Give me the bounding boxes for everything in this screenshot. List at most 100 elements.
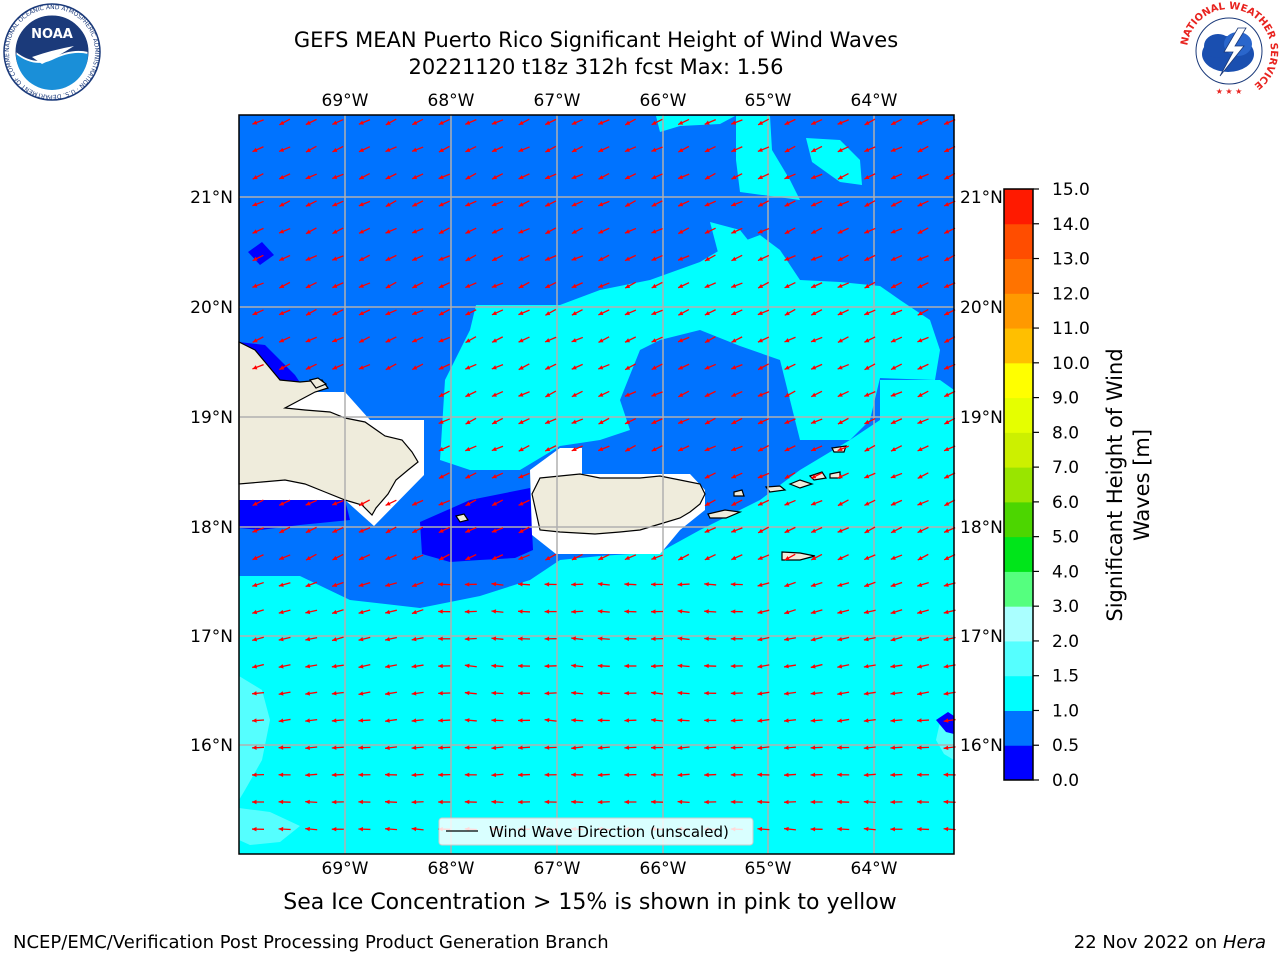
wind-wave-arrow — [917, 553, 929, 561]
wind-wave-arrow — [571, 445, 583, 452]
wind-wave-arrow — [385, 281, 397, 289]
footer-branch: NCEP/EMC/Verification Post Processing Pr… — [13, 932, 609, 953]
wind-wave-arrow — [943, 390, 956, 398]
wind-wave-arrow — [677, 145, 690, 153]
wind-wave-arrow — [358, 554, 371, 561]
colorbar-ticks: 15.0 14.0 13.0 12.0 11.0 10.0 9.0 8.0 7.0 6.0 5.0 4… — [1033, 180, 1090, 791]
wind-wave-arrow — [518, 281, 530, 289]
wind-wave-arrow — [784, 581, 796, 588]
wind-wave-arrow — [252, 499, 264, 507]
wind-wave-arrow — [517, 799, 531, 805]
wind-wave-arrow — [731, 336, 743, 343]
wind-wave-arrow — [571, 309, 583, 316]
map-grid — [239, 115, 954, 854]
wind-wave-arrow — [278, 691, 291, 696]
wind-wave-arrow — [517, 718, 531, 723]
wind-wave-arrow — [438, 445, 450, 452]
lat-label-left: 21°N — [190, 188, 233, 208]
wind-wave-arrow — [810, 118, 823, 126]
wind-wave-arrow — [704, 553, 716, 561]
wind-wave-arrow — [305, 308, 317, 316]
wind-wave-arrow — [704, 254, 716, 262]
wind-wave-arrow — [332, 145, 344, 153]
wind-wave-arrow — [890, 718, 903, 723]
wind-wave-arrow — [438, 173, 451, 180]
wind-wave-arrow — [464, 745, 477, 750]
wind-wave-arrow — [677, 418, 690, 425]
wind-wave-arrow — [465, 527, 477, 533]
wind-wave-arrow — [571, 582, 584, 587]
wind-wave-arrow — [252, 254, 264, 262]
wind-wave-arrow — [837, 336, 849, 343]
wind-wave-arrow — [783, 772, 797, 778]
map-frame — [238, 114, 955, 855]
wind-wave-arrow — [837, 472, 849, 479]
wind-wave-arrow — [837, 119, 850, 125]
wind-wave-arrow — [252, 663, 264, 669]
wind-wave-arrow — [784, 227, 796, 235]
wind-wave-arrow — [784, 418, 796, 425]
wind-wave-arrow — [890, 609, 903, 615]
wind-wave-arrow — [411, 309, 424, 316]
wind-wave-arrow — [491, 663, 504, 669]
lat-label-left: 16°N — [190, 736, 233, 756]
wind-wave-arrow — [757, 826, 770, 832]
wind-wave-arrow — [810, 772, 823, 778]
wind-wave-arrow — [385, 499, 397, 507]
wind-wave-arrow — [384, 745, 398, 750]
wind-wave-arrow — [677, 390, 690, 398]
wind-wave-arrow — [305, 772, 318, 778]
colorbar-band — [1004, 571, 1033, 607]
wind-wave-arrow — [358, 745, 371, 750]
wind-wave-arrow — [358, 254, 371, 262]
wind-wave-arrow — [332, 200, 344, 207]
wind-wave-arrow — [837, 173, 849, 180]
wind-wave-arrow — [411, 254, 424, 262]
wind-wave-arrow — [465, 254, 477, 262]
wind-wave-arrow — [331, 691, 344, 696]
wind-wave-arrow — [438, 636, 451, 641]
wind-wave-arrow — [890, 554, 903, 560]
wind-wave-arrow — [650, 663, 664, 669]
wind-wave-arrow — [757, 445, 770, 452]
wind-wave-arrow — [624, 146, 637, 153]
colorbar-label-line1: Significant Height of Wind — [1103, 348, 1127, 621]
wind-wave-arrow — [438, 227, 450, 235]
wind-wave-arrow — [518, 445, 530, 452]
wind-wave-arrow — [411, 691, 424, 696]
wind-wave-arrow — [252, 309, 264, 316]
wind-wave-arrow — [464, 799, 477, 805]
wind-wave-arrow — [384, 718, 398, 723]
wind-wave-arrow — [571, 663, 584, 669]
lon-label-bottom: 68°W — [428, 859, 475, 879]
wind-wave-arrow — [278, 526, 291, 534]
wind-wave-arrow — [464, 718, 477, 723]
lat-label-right: 17°N — [960, 627, 1003, 647]
wind-wave-arrow — [278, 309, 291, 316]
wind-wave-arrow — [438, 309, 450, 316]
wind-wave-arrow — [438, 200, 450, 207]
wind-wave-arrow — [252, 227, 264, 234]
wind-wave-arrow — [624, 444, 636, 452]
wind-wave-arrow — [810, 745, 823, 750]
wind-wave-arrows — [251, 118, 956, 832]
wind-wave-arrow — [491, 254, 504, 262]
wind-wave-arrow — [651, 554, 663, 560]
wind-wave-arrow — [677, 553, 690, 561]
colorbar-tick-label: 12.0 — [1052, 284, 1090, 304]
wind-wave-arrow — [677, 663, 690, 669]
wind-wave-arrow — [730, 445, 743, 452]
wind-wave-arrow — [650, 718, 664, 723]
mona — [455, 513, 469, 523]
wind-wave-arrow — [810, 718, 823, 723]
wind-wave-arrow — [704, 390, 716, 398]
wind-wave-arrow — [438, 499, 451, 506]
wind-wave-arrow — [571, 200, 583, 207]
wind-wave-arrow — [385, 173, 397, 180]
wind-wave-arrow — [305, 745, 318, 750]
wind-wave-arrow — [332, 227, 344, 235]
wind-wave-arrow — [917, 390, 929, 398]
wind-wave-arrow — [943, 309, 956, 316]
wind-wave-arrow — [438, 582, 451, 587]
